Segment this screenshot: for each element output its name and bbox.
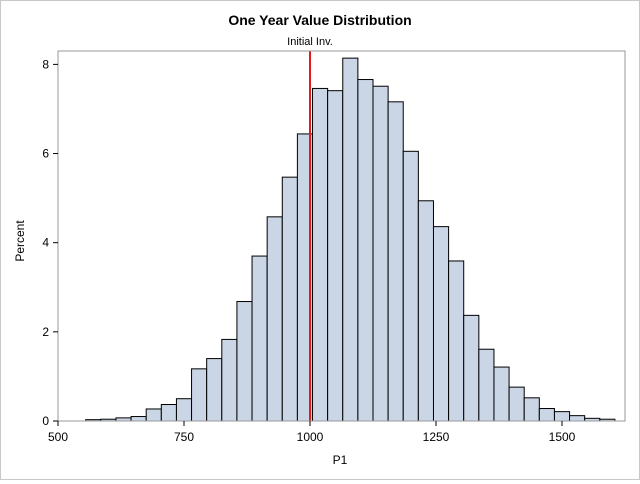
histogram-bar bbox=[463, 314, 480, 422]
histogram-bar bbox=[342, 57, 359, 422]
y-axis-label: Percent bbox=[13, 220, 27, 262]
histogram-bar bbox=[145, 408, 162, 422]
histogram-bar bbox=[417, 200, 434, 422]
histogram-bar bbox=[206, 358, 223, 422]
histogram-bar bbox=[160, 404, 177, 422]
histogram-bar bbox=[448, 260, 465, 422]
histogram-bar bbox=[191, 368, 208, 422]
histogram-bar bbox=[478, 348, 495, 422]
histogram-bar bbox=[327, 90, 344, 422]
y-tick-label: 0 bbox=[42, 414, 49, 428]
histogram-bar bbox=[357, 79, 374, 422]
x-axis-label: P1 bbox=[333, 453, 348, 467]
histogram-bar bbox=[569, 415, 586, 422]
x-tick-label: 500 bbox=[48, 430, 68, 444]
histogram-bar bbox=[175, 398, 193, 422]
histogram-bar bbox=[553, 411, 571, 422]
histogram-bar bbox=[508, 386, 525, 422]
histogram-bars bbox=[85, 57, 616, 422]
histogram-bar bbox=[266, 216, 283, 422]
histogram-bar bbox=[221, 338, 238, 422]
histogram-bar bbox=[372, 85, 389, 422]
histogram-bar bbox=[130, 416, 147, 422]
axes: 500 750 1000 1250 1500 0 2 4 6 8 bbox=[42, 50, 626, 444]
histogram-bar bbox=[312, 87, 329, 422]
histogram-bar bbox=[538, 408, 555, 422]
y-tick-label: 6 bbox=[42, 147, 49, 161]
histogram-bar bbox=[493, 366, 510, 422]
y-tick-label: 8 bbox=[42, 57, 49, 71]
histogram-bar bbox=[387, 101, 404, 422]
x-tick-label: 1000 bbox=[297, 430, 324, 444]
histogram-bar bbox=[402, 150, 419, 422]
x-tick-label: 1500 bbox=[549, 430, 576, 444]
histogram-bar bbox=[523, 397, 540, 422]
y-tick-label: 4 bbox=[42, 236, 49, 250]
histogram-bar bbox=[236, 301, 253, 422]
histogram-bar bbox=[251, 255, 268, 422]
x-tick-label: 750 bbox=[174, 430, 194, 444]
histogram-bar bbox=[281, 176, 298, 422]
plot-area-frame bbox=[57, 50, 626, 422]
x-tick-label: 1250 bbox=[423, 430, 450, 444]
histogram-bar bbox=[432, 226, 450, 422]
reference-line-group: Initial Inv. bbox=[287, 36, 333, 421]
y-tick-label: 2 bbox=[42, 325, 49, 339]
reference-line-label: Initial Inv. bbox=[287, 36, 333, 48]
chart-title: One Year Value Distribution bbox=[228, 12, 411, 28]
